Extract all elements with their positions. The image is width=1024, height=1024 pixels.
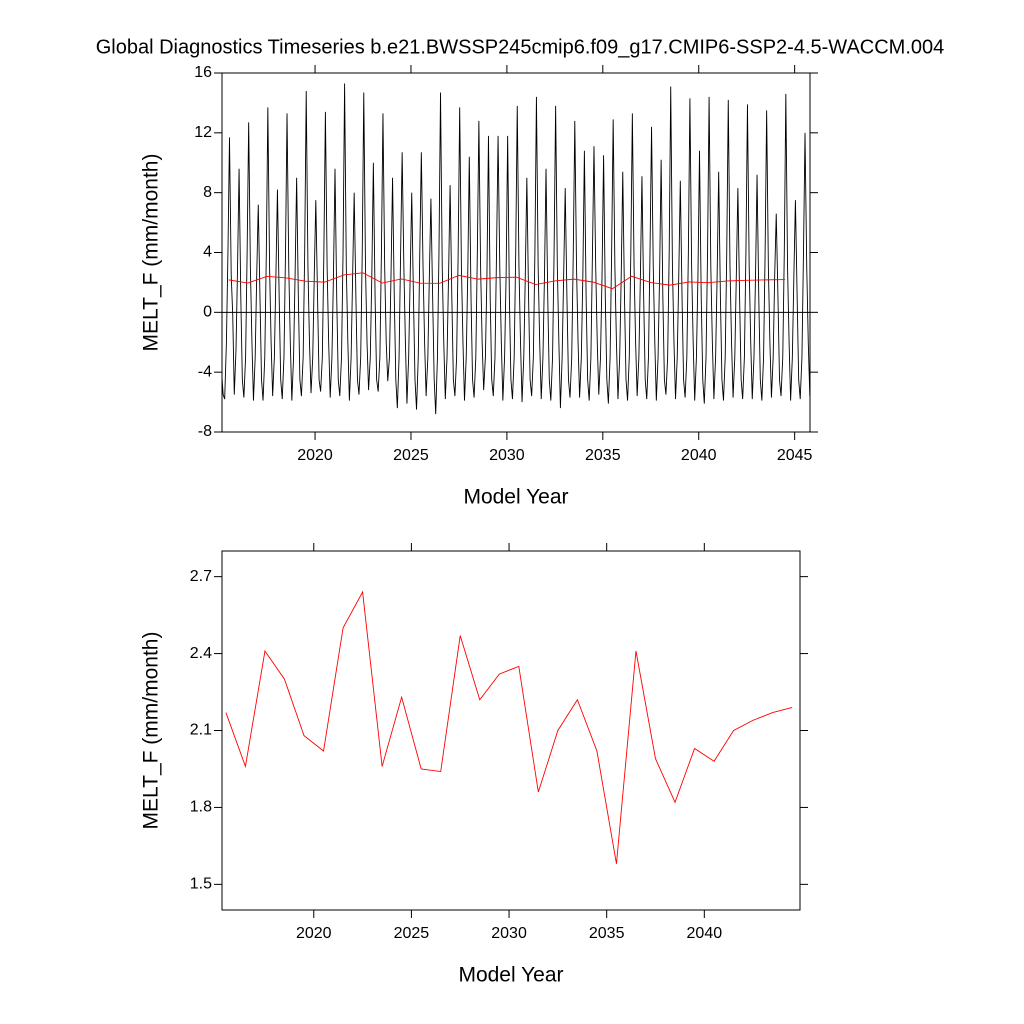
plot-area [222,83,810,415]
x-tick-label: 2035 [589,925,625,942]
y-tick-label: 12 [194,124,212,141]
x-tick-label: 2040 [681,447,717,464]
y-tick-label: 2.7 [190,568,212,585]
series-line [225,590,793,864]
series-line [228,272,786,290]
x-axis-label: Model Year [458,964,563,987]
y-tick-label: 1.8 [190,799,212,816]
y-tick-label: 16 [194,64,212,81]
y-tick-label: 2.4 [190,645,212,662]
figure-title: Global Diagnostics Timeseries b.e21.BWSS… [96,36,945,58]
x-tick-label: 2025 [393,447,429,464]
y-axis-label: MELT_F (mm/month) [140,154,163,352]
plot-frame [221,72,811,433]
x-axis-label: Model Year [463,486,568,509]
y-axis-label: MELT_F (mm/month) [140,632,163,830]
x-tick-label: 2025 [394,925,430,942]
y-tick-label: 1.5 [190,876,212,893]
x-tick-label: 2040 [687,925,723,942]
x-tick-label: 2035 [585,447,621,464]
x-tick-label: 2020 [297,447,333,464]
y-tick-label: 0 [203,304,212,321]
x-tick-label: 2045 [777,447,813,464]
x-tick-label: 2030 [489,447,525,464]
y-tick-label: -4 [198,363,212,380]
x-tick-label: 2020 [296,925,332,942]
plot-area [225,590,793,864]
y-tick-label: -8 [198,423,212,440]
x-tick-label: 2030 [491,925,527,942]
y-tick-label: 8 [203,184,212,201]
y-tick-label: 4 [203,244,212,261]
y-tick-label: 2.1 [190,722,212,739]
series-line [222,83,810,415]
plot-frame [221,550,801,911]
